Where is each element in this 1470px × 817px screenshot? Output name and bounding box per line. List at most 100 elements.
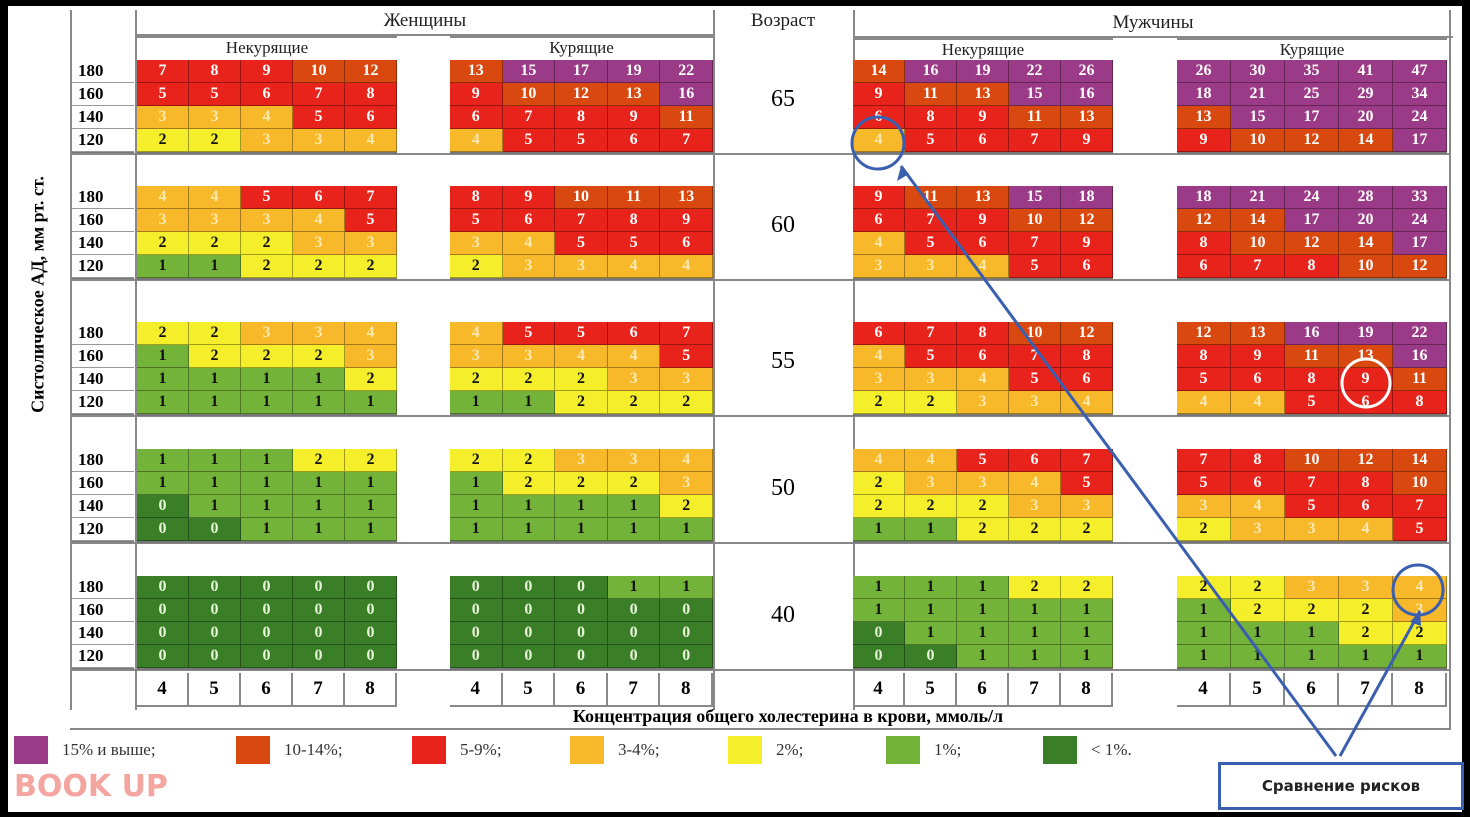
risk-cell: 24	[1393, 106, 1447, 129]
age-label: 55	[771, 348, 795, 374]
risk-cell: 0	[137, 599, 189, 622]
risk-grid-men-smoking-age-65: 26 30 35 41 47 18 21 25 29 34 13 15 17 20 24 9 10 12 14 17	[1177, 60, 1447, 154]
risk-cell: 1	[189, 255, 241, 278]
risk-cell: 16	[1285, 322, 1339, 345]
sbp-label: 120	[72, 129, 134, 152]
risk-cell: 1	[1177, 645, 1231, 668]
tick-label: 6	[1285, 673, 1339, 705]
risk-cell: 2	[345, 255, 397, 278]
risk-cell: 8	[905, 106, 957, 129]
risk-cell: 0	[137, 645, 189, 668]
risk-cell: 15	[1009, 186, 1061, 209]
risk-cell: 0	[241, 622, 293, 645]
risk-cell: 19	[607, 60, 661, 83]
risk-cell: 3	[189, 106, 241, 129]
sbp-label: 140	[72, 495, 134, 518]
risk-cell: 2	[241, 345, 293, 368]
risk-cell: 1	[957, 576, 1009, 599]
risk-cell: 19	[957, 60, 1009, 83]
risk-cell: 4	[345, 322, 397, 345]
risk-cell: 0	[607, 622, 661, 645]
risk-cell: 10	[1231, 232, 1285, 255]
risk-cell: 14	[1231, 209, 1285, 232]
risk-cell: 12	[1285, 129, 1339, 152]
risk-cell: 2	[293, 345, 345, 368]
risk-cell: 0	[660, 599, 713, 622]
risk-cell: 0	[189, 622, 241, 645]
arrow-line-2	[1338, 610, 1422, 757]
risk-cell: 5	[241, 186, 293, 209]
risk-cell: 1	[660, 576, 713, 599]
risk-cell: 10	[1231, 129, 1285, 152]
risk-cell: 3	[450, 232, 503, 255]
header-women: Женщины	[137, 10, 713, 36]
risk-cell: 11	[1009, 106, 1061, 129]
risk-cell: 12	[555, 83, 608, 106]
risk-cell: 9	[241, 60, 293, 83]
risk-cell: 26	[1177, 60, 1231, 83]
risk-cell: 6	[241, 83, 293, 106]
risk-cell: 0	[293, 645, 345, 668]
risk-cell: 2	[189, 129, 241, 152]
risk-cell: 2	[502, 368, 556, 391]
risk-cell: 0	[853, 622, 905, 645]
risk-cell: 29	[1339, 83, 1393, 106]
risk-cell: 0	[555, 599, 608, 622]
tick-label: 4	[137, 673, 189, 705]
risk-cell: 0	[137, 622, 189, 645]
grid-divider	[135, 10, 137, 710]
arrow-head-2	[1410, 611, 1421, 626]
risk-grid-men-nonsmoking-age-65: 14 16 19 22 26 9 11 13 15 16 6 8 9 11 13 4 5 6 7 9	[853, 60, 1113, 154]
risk-cell: 1	[1061, 645, 1113, 668]
risk-cell: 1	[957, 599, 1009, 622]
sbp-label: 120	[72, 518, 134, 541]
risk-cell: 0	[293, 599, 345, 622]
risk-cell: 2	[241, 255, 293, 278]
risk-cell: 33	[1393, 186, 1447, 209]
risk-cell: 16	[905, 60, 957, 83]
risk-cell: 2	[1339, 622, 1393, 645]
risk-cell: 28	[1339, 186, 1393, 209]
risk-cell: 8	[189, 60, 241, 83]
grid-divider	[70, 415, 1451, 417]
arrow-line-1	[899, 165, 1338, 757]
annotation-overlay	[850, 115, 1445, 757]
risk-cell: 1	[607, 495, 661, 518]
risk-cell: 2	[137, 232, 189, 255]
risk-cell: 15	[502, 60, 556, 83]
risk-cell: 3	[241, 322, 293, 345]
risk-cell: 1	[189, 391, 241, 414]
grid-divider	[70, 279, 1451, 281]
risk-cell: 12	[1285, 232, 1339, 255]
legend-item: 1%;	[886, 736, 961, 764]
tick-label: 8	[1393, 673, 1447, 705]
risk-cell: 1	[1231, 645, 1285, 668]
risk-cell: 2	[1009, 576, 1061, 599]
risk-cell: 3	[502, 345, 556, 368]
risk-cell: 1	[1009, 645, 1061, 668]
tick-label: 5	[1231, 673, 1285, 705]
risk-cell: 7	[1231, 255, 1285, 278]
grid-divider	[70, 153, 1451, 155]
risk-cell: 1	[241, 472, 293, 495]
risk-cell: 2	[660, 495, 713, 518]
risk-cell: 1	[241, 449, 293, 472]
risk-cell: 4	[1231, 495, 1285, 518]
legend-item: 15% и выше;	[14, 736, 156, 764]
risk-cell: 0	[345, 576, 397, 599]
risk-cell: 9	[450, 83, 503, 106]
risk-cell: 3	[345, 345, 397, 368]
risk-cell: 7	[905, 322, 957, 345]
risk-cell: 2	[957, 518, 1009, 541]
risk-cell: 5	[1061, 472, 1113, 495]
risk-cell: 2	[1339, 599, 1393, 622]
risk-cell: 12	[1061, 209, 1113, 232]
legend-label: 3-4%;	[618, 740, 660, 759]
risk-cell: 5	[450, 209, 503, 232]
age-label: 60	[771, 212, 795, 238]
